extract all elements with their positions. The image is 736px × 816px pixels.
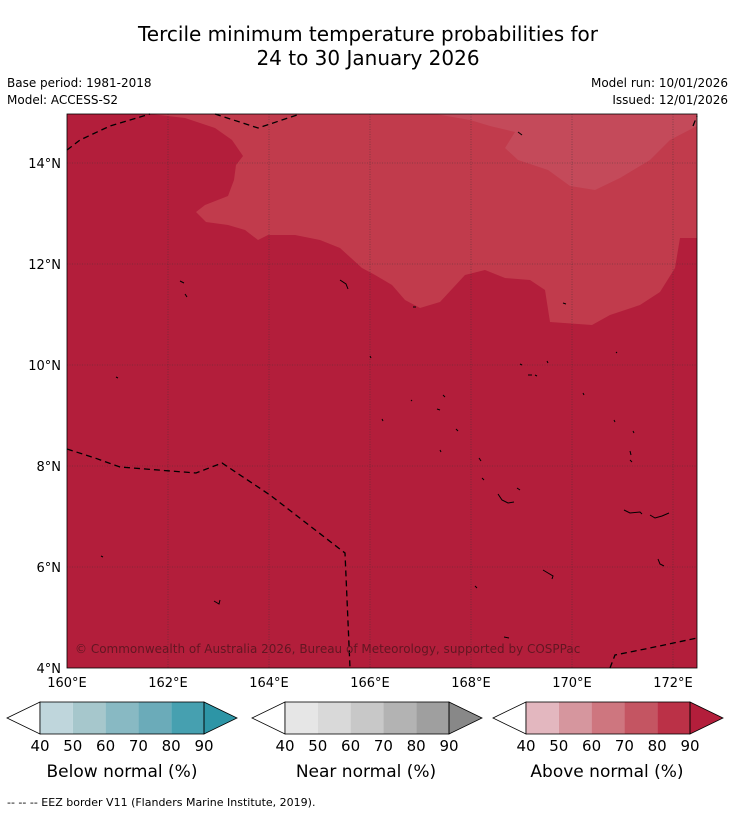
colorbar-segment (138, 702, 172, 734)
above-60-70-region (435, 114, 697, 190)
islands (100, 131, 670, 639)
near-normal-label: Near normal (%) (295, 762, 437, 782)
colorbar-tick-label: 40 (275, 737, 294, 755)
colorbar-tick-label: 90 (439, 737, 458, 755)
colorbar-segment (416, 702, 449, 734)
lat-tick: 8°N (37, 460, 62, 475)
lon-tick: 172°E (653, 676, 693, 691)
colorbar-extension-low (251, 701, 286, 735)
title-line-2: 24 to 30 January 2026 (256, 46, 480, 70)
colorbar-segment (40, 702, 73, 734)
map-frame (66, 113, 698, 669)
colorbar-extension-high (689, 701, 724, 735)
eez-borders (66, 113, 698, 669)
lat-tick: 6°N (37, 561, 62, 576)
lon-tick: 160°E (47, 676, 87, 691)
colorbar-segment (657, 702, 690, 734)
colorbar-segment (383, 702, 417, 734)
copyright-notice: © Commonwealth of Australia 2026, Bureau… (75, 642, 580, 656)
colorbar-segment (285, 702, 318, 734)
base-period: Base period: 1981-2018 (7, 76, 152, 90)
colorbar-extension-low (6, 701, 41, 735)
model-name: Model: ACCESS-S2 (7, 93, 119, 107)
lon-tick: 166°E (350, 676, 390, 691)
colorbar-tick-label: 50 (63, 737, 82, 755)
colorbar-tick-label: 70 (374, 737, 393, 755)
colorbar-segment (624, 702, 658, 734)
colorbar-extension-high (203, 701, 238, 735)
metadata-left: Base period: 1981-2018 Model: ACCESS-S2 (7, 75, 152, 109)
model-run: Model run: 10/01/2026 (590, 76, 728, 90)
map-title: Tercile minimum temperature probabilitie… (0, 22, 736, 70)
eez-footnote: -- -- -- EEZ border V11 (Flanders Marine… (7, 796, 316, 809)
lon-tick: 162°E (148, 676, 188, 691)
title-line-1: Tercile minimum temperature probabilitie… (137, 22, 599, 46)
colorbar-tick-label: 70 (129, 737, 148, 755)
map-figure: © Commonwealth of Australia 2026, Bureau… (6, 113, 724, 755)
colorbar-tick-label: 90 (680, 737, 699, 755)
lat-tick: 4°N (37, 662, 62, 677)
issued-date: Issued: 12/01/2026 (612, 93, 728, 107)
colorbar-segment (558, 702, 592, 734)
lat-tick: 10°N (28, 359, 61, 374)
colorbar-segment (526, 702, 559, 734)
colorbar-2: 40 50 60 70 80 90 (492, 701, 724, 755)
map-panel[interactable]: © Commonwealth of Australia 2026, Bureau… (66, 113, 698, 669)
colorbar-tick-label: 60 (96, 737, 115, 755)
colorbar-tick-label: 80 (162, 737, 181, 755)
colorbar-extension-low (492, 701, 527, 735)
colorbar-tick-label: 80 (648, 737, 667, 755)
lon-axis: 160°E 162°E 164°E 166°E 168°E 170°E 172°… (47, 676, 693, 691)
colorbar-frame (284, 701, 450, 735)
colorbar-frame (525, 701, 691, 735)
colorbar-segment (171, 702, 204, 734)
colorbar-segment (591, 702, 625, 734)
colorbar-segment (350, 702, 384, 734)
colorbar-segment (72, 702, 106, 734)
colorbar-tick-label: 90 (194, 737, 213, 755)
above-normal-label: Above normal (%) (530, 762, 684, 782)
lat-tick: 12°N (28, 258, 61, 273)
metadata-right: Model run: 10/01/2026 Issued: 12/01/2026 (591, 75, 728, 109)
gridlines (67, 114, 697, 668)
lat-tick: 14°N (28, 157, 61, 172)
colorbar-1: 40 50 60 70 80 90 (251, 701, 483, 755)
lon-tick: 164°E (249, 676, 289, 691)
colorbar-tick-label: 50 (549, 737, 568, 755)
lon-tick: 170°E (552, 676, 592, 691)
colorbar-tick-label: 70 (615, 737, 634, 755)
colorbar-frame (39, 701, 205, 735)
colorbar-tick-label: 40 (30, 737, 49, 755)
lat-axis: 14°N 12°N 10°N 8°N 6°N 4°N (28, 157, 61, 677)
colorbar-extension-high (448, 701, 483, 735)
lon-tick: 168°E (451, 676, 491, 691)
colorbar-segment (105, 702, 139, 734)
colorbar-tick-label: 60 (341, 737, 360, 755)
colorbar-legends: 40 50 60 70 80 90 40 50 60 70 80 90 40 50 60 70 80 90 (6, 701, 724, 755)
colorbar-tick-label: 40 (516, 737, 535, 755)
below-normal-label: Below normal (%) (46, 762, 198, 782)
colorbar-0: 40 50 60 70 80 90 (6, 701, 238, 755)
colorbar-tick-label: 50 (308, 737, 327, 755)
colorbar-tick-label: 80 (407, 737, 426, 755)
colorbar-segment (317, 702, 351, 734)
colorbar-tick-label: 60 (582, 737, 601, 755)
